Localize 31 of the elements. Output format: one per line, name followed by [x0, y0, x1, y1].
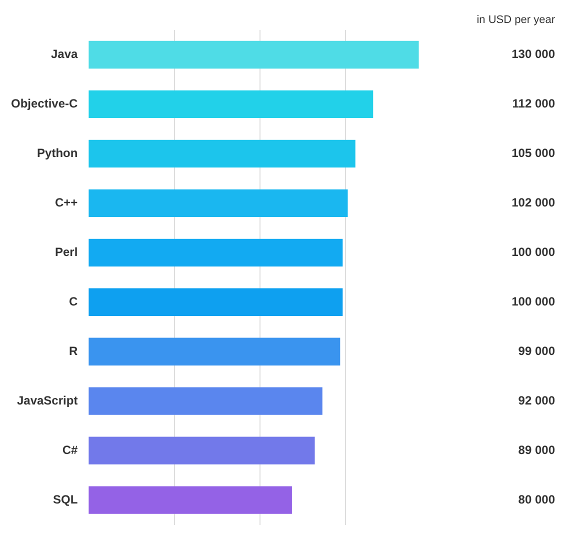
y-tick-label: SQL	[53, 492, 78, 506]
y-tick-label: C	[69, 294, 78, 308]
y-tick-label: Python	[37, 146, 78, 160]
bar	[88, 140, 356, 168]
data-label: 99 000	[518, 344, 556, 358]
data-label: 105 000	[512, 146, 556, 160]
y-tick-label: Objective-C	[11, 96, 78, 111]
data-label: 100 000	[512, 244, 556, 259]
data-label: 102 000	[512, 195, 556, 210]
bar	[88, 90, 374, 118]
y-tick-label: R	[69, 344, 78, 358]
data-label: 92 000	[518, 393, 556, 408]
bar	[88, 40, 419, 69]
y-tick-label: JavaScript	[16, 393, 78, 408]
data-label: 112 000	[512, 96, 556, 111]
y-tick-label: Java	[50, 47, 78, 62]
data-label: 89 000	[518, 442, 556, 457]
text: in USD per year	[476, 14, 556, 26]
y-tick-label: C++	[55, 195, 78, 210]
bar	[88, 288, 343, 316]
data-label: 100 000	[512, 294, 556, 308]
bar	[88, 387, 322, 415]
bar	[88, 238, 343, 266]
data-label: 130 000	[512, 47, 556, 62]
y-tick-label: C#	[62, 442, 78, 457]
data-label: 80 000	[518, 492, 556, 506]
bar	[88, 486, 292, 514]
bar	[88, 189, 348, 218]
bar	[88, 338, 340, 366]
bar	[88, 436, 315, 464]
y-tick-label: Perl	[55, 244, 78, 259]
